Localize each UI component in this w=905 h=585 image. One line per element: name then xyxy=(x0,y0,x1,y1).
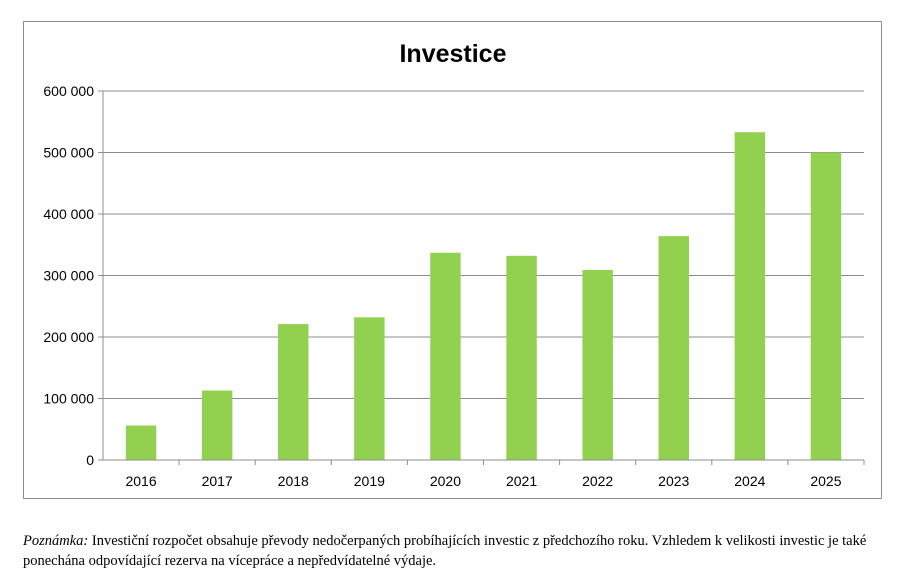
x-tick-label: 2021 xyxy=(506,473,537,489)
y-tick-label: 300 000 xyxy=(43,268,94,284)
bar-2017 xyxy=(201,390,233,460)
bar-2019 xyxy=(354,317,385,460)
bar-2018 xyxy=(278,324,309,460)
bar-2021 xyxy=(506,255,537,460)
bars xyxy=(125,132,842,460)
bar-2024 xyxy=(734,132,766,460)
chart-title: Investice xyxy=(399,40,506,68)
bar-2025 xyxy=(810,152,842,460)
y-tick-labels: 0 100 000 200 000 300 000 400 000 500 000 600 … xyxy=(43,83,103,468)
footnote-label: Poznámka: xyxy=(23,533,89,549)
bar-2023 xyxy=(658,236,689,460)
bar-2020 xyxy=(430,252,461,460)
x-tick-label: 2020 xyxy=(430,473,461,489)
bar-2016 xyxy=(125,425,157,460)
y-tick-label: 600 000 xyxy=(43,83,94,99)
bar-2022 xyxy=(582,269,613,460)
x-tick-label: 2018 xyxy=(278,473,309,489)
x-tick-label: 2023 xyxy=(658,473,689,489)
x-tick-label: 2017 xyxy=(202,473,233,489)
y-tick-label: 100 000 xyxy=(43,391,94,407)
x-tick-label: 2016 xyxy=(125,473,156,489)
x-tick-label: 2022 xyxy=(582,473,613,489)
y-tick-label: 0 xyxy=(86,452,94,468)
x-tick-label: 2025 xyxy=(810,473,841,489)
footnote: Poznámka: Investiční rozpočet obsahuje p… xyxy=(23,531,883,571)
y-tick-label: 200 000 xyxy=(43,329,94,345)
x-tick-label: 2024 xyxy=(734,473,765,489)
x-tick-labels: 2016 2017 2018 2019 2020 2021 2022 2023 2024 2025 xyxy=(125,460,865,489)
x-tick-label: 2019 xyxy=(354,473,385,489)
footnote-text: Investiční rozpočet obsahuje převody ned… xyxy=(23,533,867,569)
y-tick-label: 500 000 xyxy=(43,145,94,161)
y-tick-label: 400 000 xyxy=(43,206,94,222)
